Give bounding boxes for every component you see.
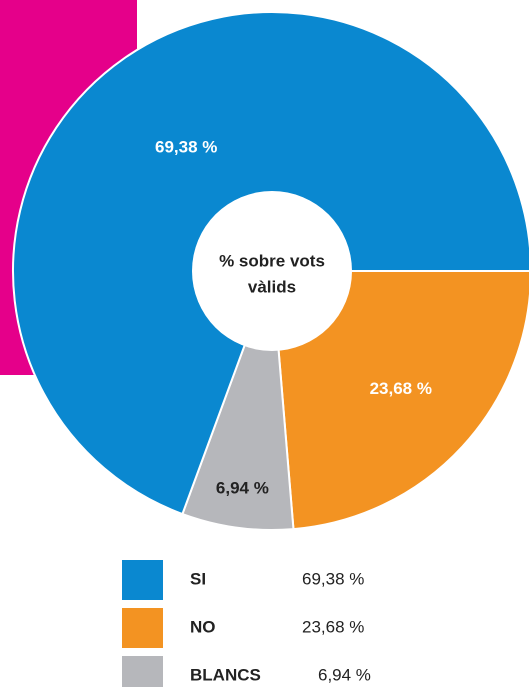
legend-swatch bbox=[122, 560, 163, 600]
slice-label: 6,94 % bbox=[216, 478, 269, 497]
legend-value: 69,38 % bbox=[302, 569, 364, 588]
slice bbox=[270, 270, 529, 531]
legend-label: SI bbox=[190, 569, 206, 588]
center-label: % sobre vots bbox=[219, 251, 325, 270]
donut-hole bbox=[192, 191, 352, 351]
legend-value: 23,68 % bbox=[302, 617, 364, 636]
legend-value: 6,94 % bbox=[318, 665, 371, 684]
slice-label: 23,68 % bbox=[370, 379, 432, 398]
slice-label: 69,38 % bbox=[155, 137, 217, 156]
legend-swatch bbox=[122, 608, 163, 648]
center-label: vàlids bbox=[248, 277, 296, 296]
legend-label: NO bbox=[190, 617, 216, 636]
legend-label: BLANCS bbox=[190, 665, 261, 684]
legend-swatch bbox=[122, 656, 163, 687]
